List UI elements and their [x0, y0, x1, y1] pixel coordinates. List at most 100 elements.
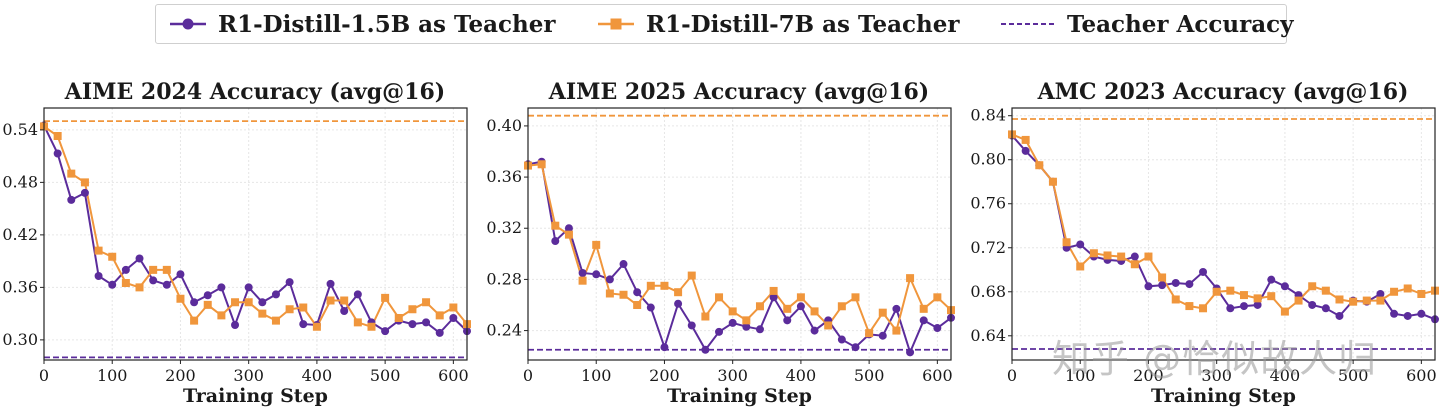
x-tick-label: 100: [97, 366, 128, 385]
y-tick-label: 0.42: [2, 225, 38, 244]
data-point-purple: [837, 335, 846, 344]
x-tick-label: 100: [581, 366, 612, 385]
data-point-purple: [892, 304, 901, 313]
data-point-purple: [1376, 289, 1385, 298]
data-point-orange: [1048, 177, 1057, 186]
data-point-purple: [1239, 302, 1248, 311]
data-point-orange: [108, 252, 117, 261]
x-tick-label: 600: [438, 366, 469, 385]
chart-title: AIME 2024 Accuracy (avg@16): [64, 79, 445, 105]
data-point-orange: [564, 230, 573, 239]
data-point-purple: [449, 314, 458, 322]
x-axis-label: Training Step: [1151, 385, 1296, 407]
data-point-orange: [271, 316, 280, 325]
data-point-purple: [564, 224, 573, 233]
legend-line-circle-icon: [170, 18, 206, 30]
x-tick-label: 0: [39, 366, 49, 385]
data-point-orange: [660, 281, 669, 290]
data-point-purple: [742, 322, 751, 331]
data-point-orange: [1103, 251, 1112, 260]
data-point-purple: [149, 276, 158, 285]
data-point-orange: [394, 314, 403, 322]
data-point-orange: [796, 293, 805, 302]
data-point-orange: [742, 316, 751, 325]
x-tick-label: 600: [922, 366, 953, 385]
data-point-orange: [605, 289, 614, 298]
data-point-purple: [258, 298, 267, 307]
legend-label-teacher: Teacher Accuracy: [1067, 10, 1294, 38]
data-point-orange: [878, 308, 887, 317]
data-point-purple: [1171, 278, 1180, 287]
data-point-orange: [149, 265, 158, 274]
data-point-purple: [80, 188, 89, 197]
data-point-purple: [299, 320, 308, 329]
data-point-orange: [203, 300, 212, 309]
series-line-orange: [1011, 133, 1436, 313]
x-tick-label: 300: [717, 366, 748, 385]
data-point-purple: [381, 327, 390, 336]
data-point-orange: [578, 276, 587, 285]
data-point-orange: [53, 132, 62, 140]
data-point-purple: [135, 254, 144, 263]
data-point-purple: [285, 278, 294, 287]
data-point-purple: [551, 237, 560, 246]
data-point-orange: [162, 265, 171, 274]
x-tick-label: 600: [1406, 366, 1437, 385]
data-point-orange: [217, 311, 226, 320]
x-tick-label: 400: [786, 366, 817, 385]
data-point-orange: [728, 307, 737, 316]
data-point-purple: [217, 283, 226, 292]
data-point-orange: [244, 298, 253, 307]
data-point-orange: [1280, 307, 1289, 316]
data-point-orange: [824, 321, 833, 330]
data-point-purple: [1199, 267, 1208, 276]
data-point-purple: [1130, 252, 1139, 261]
y-tick-label: 0.40: [486, 116, 522, 135]
data-point-purple: [769, 293, 778, 302]
data-point-orange: [190, 316, 199, 325]
data-point-orange: [633, 300, 642, 309]
data-point-purple: [1321, 304, 1330, 313]
data-point-orange: [1321, 286, 1330, 295]
data-point-purple: [660, 343, 669, 352]
series-line-orange: [527, 163, 952, 336]
y-tick-label: 0.36: [486, 167, 522, 186]
data-point-purple: [1021, 146, 1030, 155]
data-point-orange: [231, 298, 240, 307]
data-point-purple: [326, 279, 335, 288]
data-point-orange: [933, 293, 942, 302]
legend-dashed-line-icon: [1001, 23, 1055, 25]
plot-frame: [527, 107, 952, 361]
data-point-purple: [271, 290, 280, 299]
data-point-purple: [851, 343, 860, 352]
x-tick-label: 400: [302, 366, 333, 385]
y-tick-label: 0.32: [486, 218, 522, 237]
x-axis-label: Training Step: [667, 385, 812, 407]
x-tick-label: 100: [1065, 366, 1096, 385]
data-point-purple: [435, 328, 444, 337]
data-point-orange: [121, 279, 130, 287]
data-point-orange: [892, 326, 901, 335]
data-point-purple: [810, 326, 819, 335]
y-tick-label: 0.72: [970, 238, 1006, 257]
data-point-orange: [919, 304, 928, 313]
data-point-purple: [633, 288, 642, 297]
data-point-purple: [121, 265, 130, 274]
data-point-orange: [1117, 252, 1126, 261]
data-point-orange: [1239, 291, 1248, 300]
data-point-orange: [1185, 302, 1194, 311]
data-point-orange: [537, 160, 546, 169]
data-point-orange: [851, 293, 860, 302]
data-point-purple: [728, 318, 737, 327]
data-point-purple: [340, 307, 349, 315]
x-tick-label: 200: [165, 366, 196, 385]
data-point-purple: [783, 316, 792, 325]
data-point-orange: [1158, 273, 1167, 282]
data-point-purple: [1144, 282, 1153, 291]
data-point-orange: [906, 274, 915, 283]
data-point-purple: [1403, 311, 1412, 320]
data-point-orange: [94, 246, 103, 255]
y-tick-label: 0.48: [2, 172, 38, 191]
y-tick-label: 0.24: [486, 321, 522, 340]
